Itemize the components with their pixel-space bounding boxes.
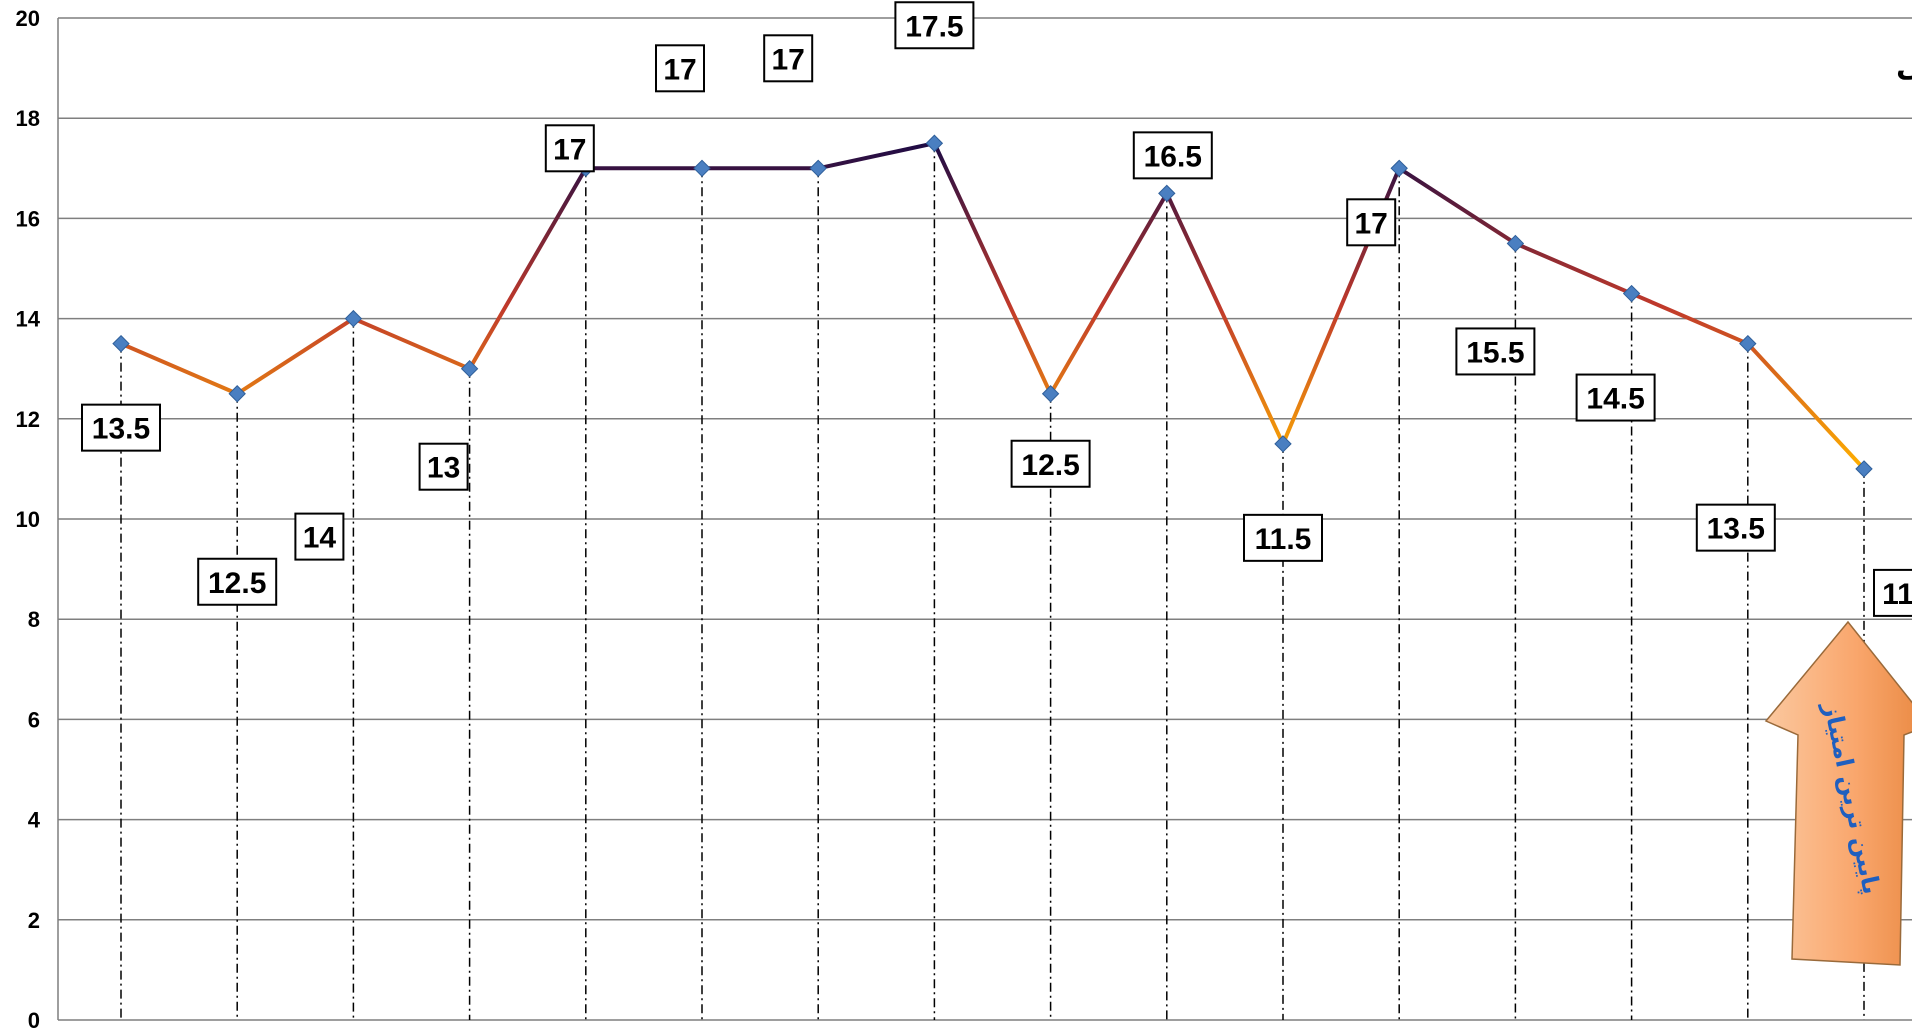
y-tick-label: 4 (28, 808, 41, 833)
data-label: 11.5 (1243, 513, 1323, 562)
data-label-box (1132, 131, 1213, 180)
y-tick-label: 20 (16, 6, 40, 31)
data-label-text: 12.5 (1021, 449, 1079, 482)
data-point-marker (1506, 234, 1525, 253)
data-label: 13.5 (81, 403, 161, 452)
data-point-marker (1855, 460, 1873, 478)
data-point-marker (460, 359, 479, 378)
y-axis: 0 2 4 6 8 10 12 14 16 18 20 (16, 6, 59, 1033)
data-label: 12.5 (1010, 439, 1091, 488)
up-arrow-icon (1764, 620, 1912, 966)
data-label-box (197, 557, 278, 606)
data-label-text: 17 (553, 133, 586, 166)
data-labels: 13.5 12.5 14 13 17 17 17 17.5 12.5 16.5 11.5 17 15.5… (81, 1, 1912, 617)
y-tick-label: 14 (16, 307, 41, 332)
data-label: 17 (763, 34, 814, 83)
data-point-marker (1274, 435, 1292, 453)
data-label-text: 13.5 (1707, 513, 1765, 546)
gridlines (58, 17, 1912, 1021)
data-label-box (1873, 568, 1912, 617)
data-point-marker (1041, 385, 1060, 403)
data-label-text: 13 (427, 452, 460, 485)
data-label-text: 14.5 (1586, 383, 1644, 416)
data-point-marker (1158, 184, 1176, 203)
data-point-marker (112, 334, 130, 353)
data-point-marker (809, 159, 827, 178)
data-label-text: 17 (1355, 207, 1388, 240)
data-label: 13.5 (1695, 503, 1776, 552)
data-label-box (894, 1, 975, 50)
data-label: 12.5 (197, 557, 278, 606)
y-tick-label: 8 (28, 607, 40, 632)
data-label-box (655, 44, 705, 93)
data-label: 16.5 (1132, 131, 1213, 180)
y-tick-label: 0 (28, 1008, 40, 1033)
lowest-score-arrow: پایین ترین امتیاز (1764, 620, 1912, 966)
markers (112, 134, 1873, 478)
data-point-marker (925, 134, 944, 152)
data-label-text: 13.5 (92, 413, 150, 446)
data-point-marker (693, 159, 711, 178)
y-tick-label: 6 (28, 707, 40, 732)
chart-title: محور فضای فیزیکی (1896, 49, 1912, 84)
data-point-marker (344, 309, 363, 328)
data-label: 17 (1346, 198, 1397, 247)
data-point-marker (1390, 159, 1408, 178)
series-polyline (120, 141, 1866, 471)
data-label-box (763, 34, 814, 83)
data-label-box (1455, 327, 1536, 376)
data-label-text: 12.5 (208, 567, 266, 600)
data-label-box (1010, 439, 1091, 488)
data-label-text: 17.5 (905, 10, 963, 43)
data-label-box (81, 403, 161, 452)
data-label-box (294, 512, 345, 561)
data-label-text: 15.5 (1466, 336, 1524, 369)
data-label: 14 (294, 512, 345, 561)
y-tick-label: 12 (16, 407, 40, 432)
data-label-box (1575, 373, 1656, 422)
data-label-text: 11 (1882, 578, 1912, 611)
data-label: 11 (1873, 568, 1912, 617)
data-label-box (418, 442, 469, 491)
data-label: 17 (544, 124, 595, 173)
data-label: 17 (655, 44, 705, 93)
data-label: 17.5 (894, 1, 975, 50)
data-label-box (544, 124, 595, 173)
series-line (120, 141, 1866, 471)
data-label-text: 16.5 (1144, 140, 1202, 173)
data-label-box (1695, 503, 1776, 552)
data-point-marker (1622, 284, 1641, 303)
data-label-text: 11.5 (1255, 523, 1312, 556)
data-label-text: 14 (303, 522, 337, 555)
data-label-text: 17 (772, 43, 805, 76)
data-label-box (1346, 198, 1397, 247)
data-label: 15.5 (1455, 327, 1536, 376)
drop-lines (120, 143, 1865, 1020)
data-label: 13 (418, 442, 469, 491)
data-label: 14.5 (1575, 373, 1656, 422)
data-point-marker (1739, 334, 1757, 353)
y-tick-label: 2 (28, 908, 40, 933)
data-point-marker (228, 385, 246, 403)
data-label-box (1243, 513, 1323, 562)
y-tick-label: 16 (16, 206, 40, 231)
y-tick-label: 18 (16, 106, 40, 131)
data-label-text: 17 (663, 53, 696, 86)
y-tick-label: 10 (16, 507, 40, 532)
